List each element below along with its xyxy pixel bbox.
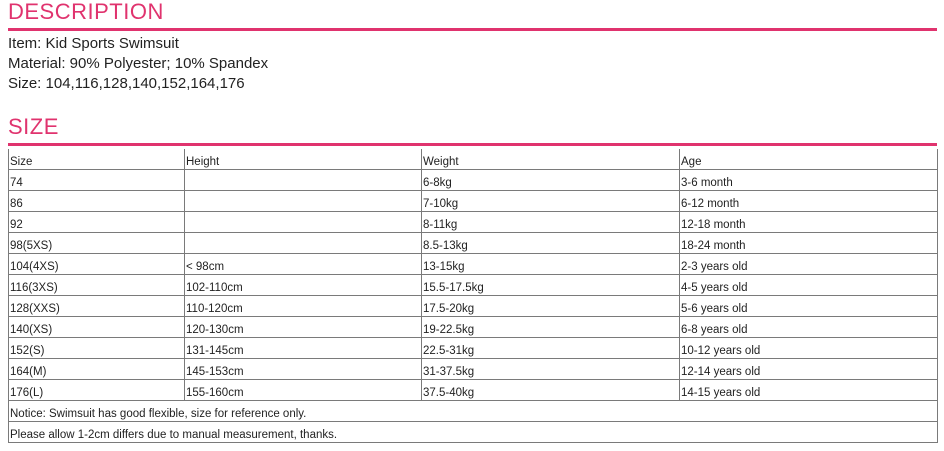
cell-age: 12-18 month <box>679 211 938 233</box>
cell-weight: 8-11kg <box>421 211 680 233</box>
cell-age: 12-14 years old <box>679 358 938 380</box>
description-block: Item: Kid Sports Swimsuit Material: 90% … <box>8 34 268 94</box>
cell-weight: 17.5-20kg <box>421 295 680 317</box>
table-row: 104(4XS) < 98cm 13-15kg 2-3 years old <box>8 253 938 275</box>
description-divider <box>8 28 937 31</box>
cell-weight: 37.5-40kg <box>421 379 680 401</box>
cell-size: 104(4XS) <box>8 253 185 275</box>
cell-size: 176(L) <box>8 379 185 401</box>
description-material-line: Material: 90% Polyester; 10% Spandex <box>8 55 269 72</box>
note-text: Notice: Swimsuit has good flexible, size… <box>8 400 938 422</box>
size-heading: SIZE <box>8 114 59 139</box>
cell-age: 6-12 month <box>679 190 938 212</box>
cell-height <box>184 190 422 212</box>
description-heading: DESCRIPTION <box>8 0 164 24</box>
cell-height: 155-160cm <box>184 379 422 401</box>
description-item-line: Item: Kid Sports Swimsuit <box>8 35 179 52</box>
cell-age: 4-5 years old <box>679 274 938 296</box>
cell-size: 116(3XS) <box>8 274 185 296</box>
cell-height <box>184 211 422 233</box>
cell-height: 110-120cm <box>184 295 422 317</box>
table-header-row: Size Height Weight Age <box>8 149 938 170</box>
header-height: Height <box>184 149 422 170</box>
cell-height: 131-145cm <box>184 337 422 359</box>
cell-age: 3-6 month <box>679 169 938 191</box>
note-row: Notice: Swimsuit has good flexible, size… <box>8 400 938 422</box>
table-row: 92 8-11kg 12-18 month <box>8 211 938 233</box>
size-divider <box>8 143 937 146</box>
cell-age: 6-8 years old <box>679 316 938 338</box>
cell-size: 140(XS) <box>8 316 185 338</box>
table-row: 164(M) 145-153cm 31-37.5kg 12-14 years old <box>8 358 938 380</box>
note-row: Please allow 1-2cm differs due to manual… <box>8 421 938 443</box>
note-text: Please allow 1-2cm differs due to manual… <box>8 421 938 443</box>
table-row: 152(S) 131-145cm 22.5-31kg 10-12 years old <box>8 337 938 359</box>
table-row: 116(3XS) 102-110cm 15.5-17.5kg 4-5 years ol… <box>8 274 938 296</box>
size-chart-table: Size Height Weight Age 74 6-8kg 3-6 month 8… <box>8 149 938 443</box>
cell-height <box>184 169 422 191</box>
cell-height <box>184 232 422 254</box>
cell-height: < 98cm <box>184 253 422 275</box>
cell-age: 5-6 years old <box>679 295 938 317</box>
cell-weight: 19-22.5kg <box>421 316 680 338</box>
header-age: Age <box>679 149 938 170</box>
cell-age: 10-12 years old <box>679 337 938 359</box>
table-row: 176(L) 155-160cm 37.5-40kg 14-15 years old <box>8 379 938 401</box>
cell-size: 128(XXS) <box>8 295 185 317</box>
cell-weight: 22.5-31kg <box>421 337 680 359</box>
cell-weight: 31-37.5kg <box>421 358 680 380</box>
cell-size: 152(S) <box>8 337 185 359</box>
cell-size: 164(M) <box>8 358 185 380</box>
description-size-line: Size: 104,116,128,140,152,164,176 <box>8 75 245 92</box>
cell-height: 145-153cm <box>184 358 422 380</box>
table-row: 98(5XS) 8.5-13kg 18-24 month <box>8 232 938 254</box>
cell-weight: 6-8kg <box>421 169 680 191</box>
cell-weight: 13-15kg <box>421 253 680 275</box>
cell-weight: 8.5-13kg <box>421 232 680 254</box>
cell-size: 98(5XS) <box>8 232 185 254</box>
table-row: 140(XS) 120-130cm 19-22.5kg 6-8 years old <box>8 316 938 338</box>
cell-age: 18-24 month <box>679 232 938 254</box>
cell-size: 86 <box>8 190 185 212</box>
table-row: 86 7-10kg 6-12 month <box>8 190 938 212</box>
cell-age: 2-3 years old <box>679 253 938 275</box>
header-size: Size <box>8 149 185 170</box>
cell-height: 120-130cm <box>184 316 422 338</box>
cell-age: 14-15 years old <box>679 379 938 401</box>
cell-size: 92 <box>8 211 185 233</box>
table-row: 128(XXS) 110-120cm 17.5-20kg 5-6 years old <box>8 295 938 317</box>
cell-height: 102-110cm <box>184 274 422 296</box>
header-weight: Weight <box>421 149 680 170</box>
table-row: 74 6-8kg 3-6 month <box>8 169 938 191</box>
cell-size: 74 <box>8 169 185 191</box>
cell-weight: 15.5-17.5kg <box>421 274 680 296</box>
cell-weight: 7-10kg <box>421 190 680 212</box>
